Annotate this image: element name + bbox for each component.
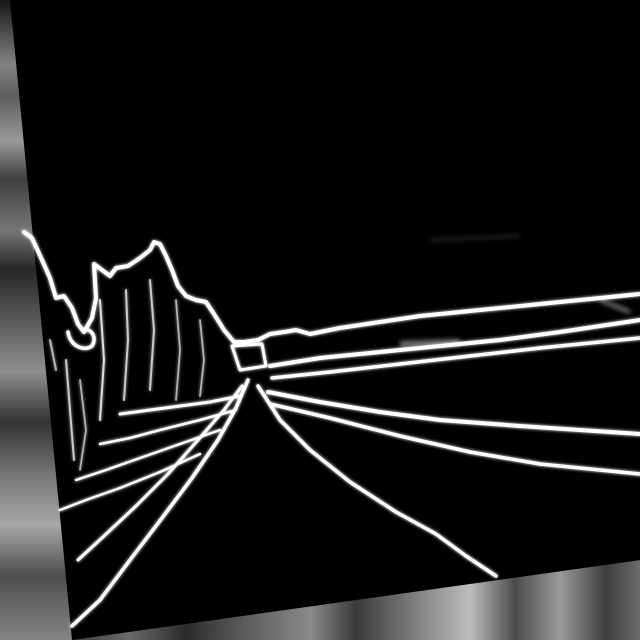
left-lane-edge-2 (76, 384, 244, 562)
left-shoulder-edge-2 (98, 408, 238, 446)
right-road-edge-1 (266, 390, 640, 436)
skyline-edge (22, 230, 640, 344)
vanishing-box-edge (230, 342, 268, 372)
right-road-edge-2 (268, 402, 640, 476)
left-lane-edge-1 (70, 378, 250, 628)
left-shoulder-edge-3 (74, 428, 222, 482)
guardrail-upper-edge (268, 318, 640, 368)
left-shoulder-edge-1 (118, 394, 242, 416)
bottom-smear-band (72, 560, 640, 640)
left-shoulder-edge-4 (58, 452, 202, 512)
edge-lines (22, 230, 640, 628)
left-smear-band (0, 0, 72, 640)
round-edge (66, 328, 96, 351)
right-lane-edge (256, 384, 498, 578)
guardrail-mid-edge (270, 336, 640, 380)
